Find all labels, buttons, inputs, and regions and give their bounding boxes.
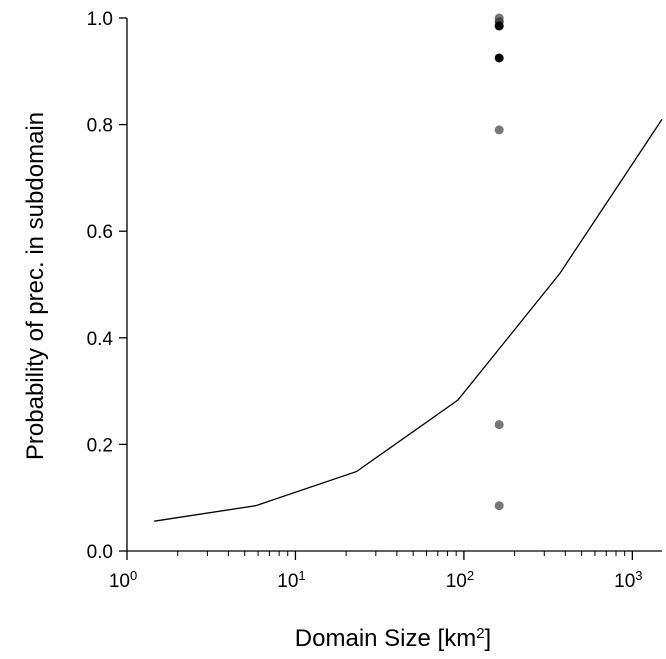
y-tick-label: 0.8 [87, 116, 113, 137]
y-tick-label: 0.6 [87, 222, 113, 243]
axes-frame [119, 17, 662, 560]
x-tick-label: 100 [109, 568, 137, 593]
data-point [494, 420, 504, 430]
series-layer [154, 118, 663, 522]
x-minor-ticks [177, 551, 626, 556]
x-tick-label: 102 [446, 568, 474, 593]
data-point [494, 125, 504, 135]
tick-labels: 0.0 0.2 0.4 0.6 0.8 1.0 100 101 102 103 [87, 9, 643, 592]
data-point [494, 53, 504, 63]
data-point [494, 501, 504, 511]
x-tick-label: 103 [614, 568, 642, 593]
y-axis-title: Probability of prec. in subdomain [22, 112, 49, 460]
y-tick-label: 0.0 [87, 542, 113, 563]
points-layer [494, 13, 504, 511]
y-tick-label: 0.4 [87, 329, 114, 350]
data-point [494, 21, 504, 31]
y-tick-label: 1.0 [87, 9, 113, 30]
x-axis-title: Domain Size [km2] [295, 625, 491, 653]
x-tick-label: 101 [277, 568, 305, 593]
x-axis-title-superscript: 2 [476, 625, 484, 642]
y-tick-label: 0.2 [87, 435, 113, 456]
probability-line [154, 118, 663, 522]
